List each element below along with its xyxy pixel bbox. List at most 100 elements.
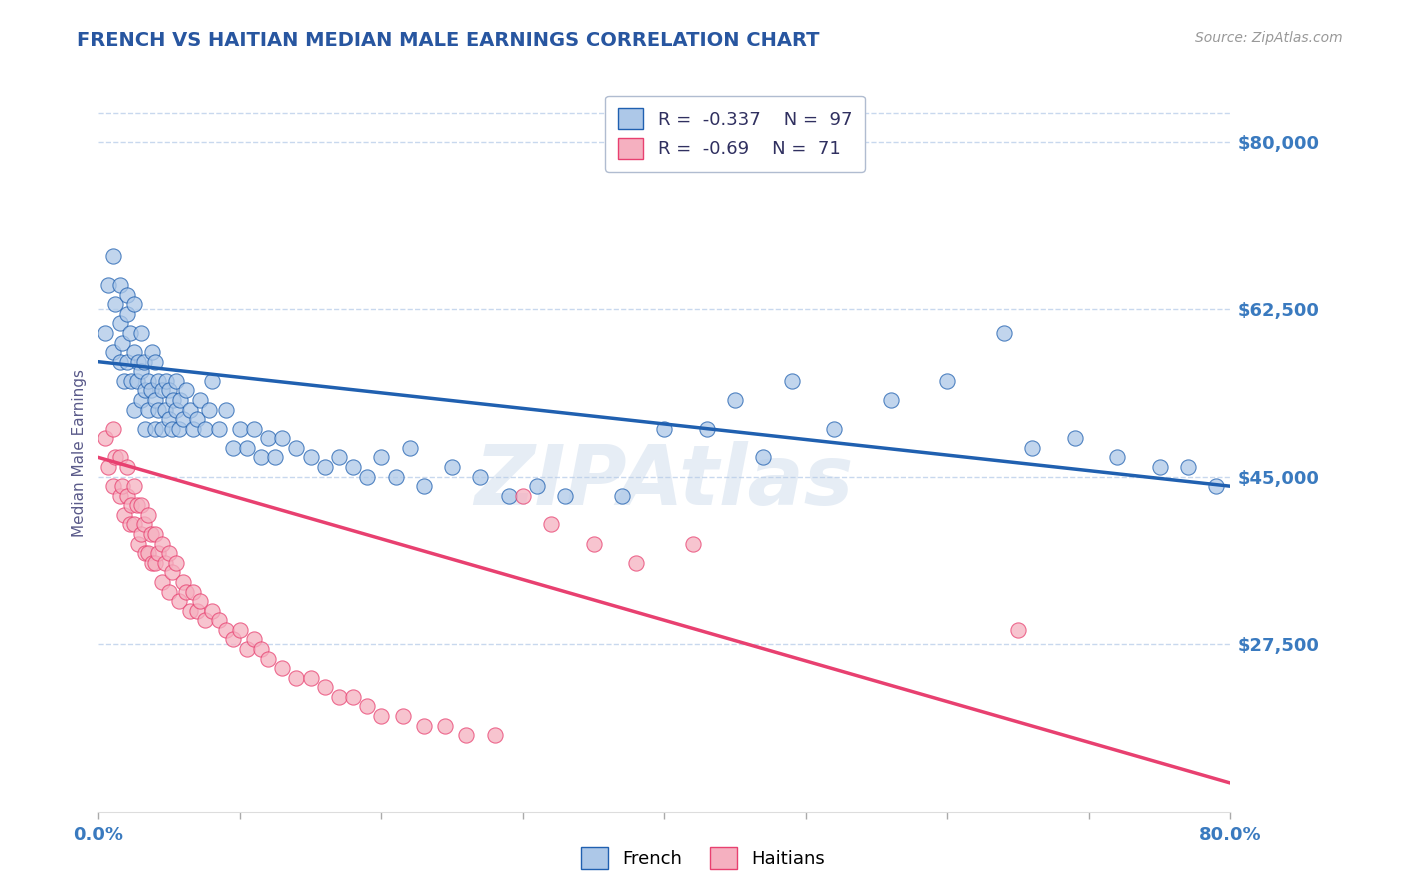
Point	[356, 469, 378, 483]
Point	[512, 489, 534, 503]
Point	[134, 384, 156, 398]
Point	[143, 422, 166, 436]
Point	[197, 402, 219, 417]
Point	[169, 392, 191, 407]
Point	[94, 326, 117, 340]
Point	[157, 412, 180, 426]
Point	[624, 556, 647, 570]
Point	[215, 623, 238, 637]
Point	[115, 287, 138, 301]
Point	[299, 671, 322, 685]
Point	[1205, 479, 1227, 493]
Point	[108, 450, 131, 465]
Point	[172, 574, 194, 589]
Point	[127, 536, 149, 550]
Point	[257, 431, 280, 445]
Point	[146, 374, 169, 388]
Point	[229, 422, 252, 436]
Point	[356, 699, 378, 714]
Point	[115, 355, 138, 369]
Point	[441, 460, 464, 475]
Point	[271, 431, 294, 445]
Point	[724, 392, 747, 407]
Point	[236, 441, 259, 455]
Point	[157, 384, 180, 398]
Point	[143, 355, 166, 369]
Point	[150, 384, 173, 398]
Point	[174, 584, 197, 599]
Point	[94, 431, 117, 445]
Point	[132, 517, 155, 532]
Point	[136, 508, 159, 522]
Point	[328, 450, 350, 465]
Point	[127, 355, 149, 369]
Point	[129, 527, 152, 541]
Legend: R =  -0.337    N =  97, R =  -0.69    N =  71: R = -0.337 N = 97, R = -0.69 N = 71	[606, 95, 865, 171]
Point	[434, 718, 457, 732]
Point	[540, 517, 562, 532]
Point	[412, 718, 434, 732]
Point	[153, 556, 176, 570]
Point	[328, 690, 350, 704]
Point	[143, 527, 166, 541]
Point	[780, 374, 803, 388]
Point	[1021, 441, 1043, 455]
Point	[880, 392, 903, 407]
Point	[139, 527, 162, 541]
Point	[122, 297, 145, 311]
Point	[125, 499, 148, 513]
Point	[120, 499, 142, 513]
Point	[208, 613, 231, 627]
Point	[370, 709, 392, 723]
Point	[129, 392, 152, 407]
Point	[1063, 431, 1085, 445]
Point	[115, 460, 138, 475]
Point	[141, 345, 163, 359]
Point	[153, 402, 176, 417]
Point	[167, 594, 190, 608]
Point	[104, 297, 127, 311]
Point	[129, 499, 152, 513]
Point	[243, 632, 266, 647]
Point	[285, 441, 308, 455]
Point	[201, 604, 224, 618]
Point	[143, 392, 166, 407]
Point	[1107, 450, 1129, 465]
Point	[139, 384, 162, 398]
Point	[188, 392, 211, 407]
Point	[101, 345, 124, 359]
Point	[188, 594, 211, 608]
Point	[215, 402, 238, 417]
Point	[285, 671, 308, 685]
Point	[111, 335, 134, 350]
Point	[165, 556, 187, 570]
Point	[141, 556, 163, 570]
Point	[186, 604, 208, 618]
Point	[412, 479, 434, 493]
Point	[115, 489, 138, 503]
Point	[264, 450, 287, 465]
Point	[456, 728, 478, 742]
Text: FRENCH VS HAITIAN MEDIAN MALE EARNINGS CORRELATION CHART: FRENCH VS HAITIAN MEDIAN MALE EARNINGS C…	[77, 31, 820, 50]
Point	[271, 661, 294, 675]
Point	[179, 402, 201, 417]
Point	[150, 536, 173, 550]
Point	[122, 345, 145, 359]
Text: Source: ZipAtlas.com: Source: ZipAtlas.com	[1195, 31, 1343, 45]
Point	[162, 392, 184, 407]
Point	[384, 469, 406, 483]
Point	[179, 604, 201, 618]
Point	[193, 422, 215, 436]
Point	[155, 374, 177, 388]
Point	[682, 536, 704, 550]
Text: ZIPAtlas: ZIPAtlas	[475, 441, 853, 522]
Point	[150, 422, 173, 436]
Point	[181, 584, 204, 599]
Point	[526, 479, 548, 493]
Point	[823, 422, 845, 436]
Point	[97, 278, 120, 293]
Point	[165, 374, 187, 388]
Point	[993, 326, 1015, 340]
Point	[136, 546, 159, 560]
Point	[314, 460, 336, 475]
